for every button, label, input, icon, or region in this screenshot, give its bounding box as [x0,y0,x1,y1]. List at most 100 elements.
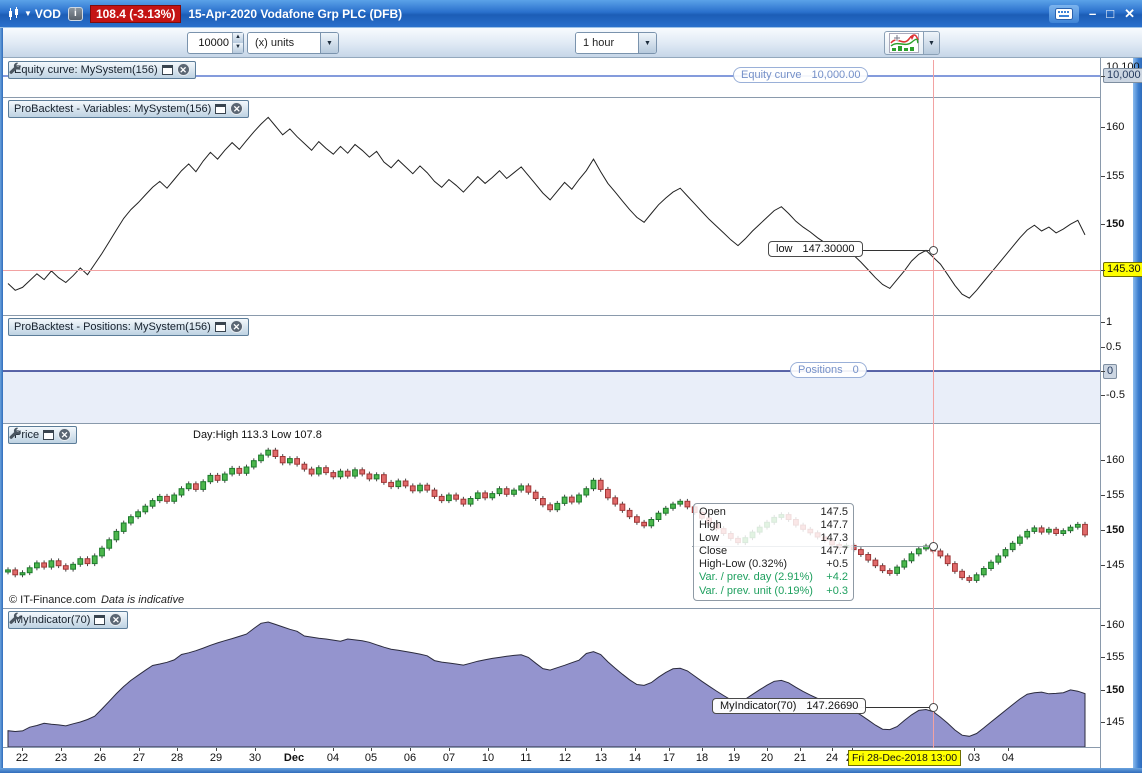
x-axis-label: 04 [1001,752,1015,764]
indicator-panel-title: MyIndicator(70) [14,613,91,626]
axis-tick [1008,748,1009,751]
close-button[interactable]: ✕ [1124,6,1135,21]
my-indicator-panel[interactable]: MyIndicator(70) ✕ [3,609,1100,748]
scale-tick [1101,625,1105,626]
close-icon[interactable]: ✕ [58,428,72,441]
axis-tick [526,748,527,751]
x-axis-label: 22 [15,752,29,764]
indicator-panel-tab[interactable]: MyIndicator(70) ✕ [8,611,129,629]
axis-tick [702,748,703,751]
equity-panel-tab[interactable]: Equity curve: MySystem(156) ✕ [8,61,196,79]
scale-tick [1101,460,1105,461]
scale-tick [1101,565,1105,566]
chevron-down-icon[interactable]: ▼ [320,33,338,53]
scale-label: 150 [1106,218,1125,231]
axis-tick [974,748,975,751]
x-axis-label: 30 [248,752,262,764]
x-axis-label: 12 [558,752,572,764]
detach-window-icon[interactable] [161,64,173,75]
timeframe-dropdown[interactable]: 1 hour ▼ [575,32,657,54]
variables-line-chart[interactable] [3,98,1100,315]
axis-tick [333,748,334,751]
scale-tick [1101,346,1105,348]
ohlc-row: High 147.7 [699,519,848,532]
units-dropdown[interactable]: (x) units ▼ [247,32,339,54]
right-scrollbar-strip[interactable] [1133,58,1142,768]
close-icon[interactable]: ✕ [176,63,190,76]
detach-window-icon[interactable] [215,103,227,114]
title-bar[interactable]: ▼ VOD i 108.4 (-3.13%) 15-Apr-2020 Vodaf… [0,0,1142,28]
ohlc-row: Var. / prev. day (2.91%) +4.2 [699,571,848,584]
chevron-down-icon: ▼ [24,9,32,18]
variables-panel-tab[interactable]: ProBacktest - Variables: MySystem(156) ✕ [8,100,250,118]
scale-label: 145 [1106,559,1125,571]
axis-tick [852,748,853,751]
x-axis-label: 10 [481,752,495,764]
candlestick-icon [9,6,18,20]
axis-tick [255,748,256,751]
minimize-button[interactable]: – [1089,6,1097,21]
detach-window-icon[interactable] [214,321,226,332]
spin-up-button[interactable]: ▲ [233,33,243,43]
instrument-selector[interactable]: ▼ VOD [7,6,61,21]
detach-window-icon[interactable] [43,429,55,440]
axis-tick [61,748,62,751]
chevron-down-icon[interactable]: ▼ [923,32,939,54]
quantity-stepper[interactable]: 10000 ▲ ▼ [187,32,244,54]
scale-label: 155 [1106,651,1125,664]
x-axis-label: 19 [727,752,741,764]
equity-curve-panel[interactable]: Equity curve: MySystem(156) ✕ [3,60,1100,98]
scale-label: 150 [1106,683,1125,696]
symbol-label: VOD [34,6,61,21]
positions-panel-tab[interactable]: ProBacktest - Positions: MySystem(156) ✕ [8,318,249,336]
keyboard-button[interactable] [1049,4,1079,23]
scale-label: 155 [1106,169,1125,182]
positions-chart[interactable] [3,316,1100,423]
close-icon[interactable]: ✕ [229,320,243,333]
x-axis-label: 23 [54,752,68,764]
crosshair-value-box: 145.30 [1103,262,1142,277]
spin-down-button[interactable]: ▼ [233,43,243,53]
x-axis-label: 07 [442,752,456,764]
axis-tick [565,748,566,751]
crosshair-vertical [933,60,934,748]
chevron-down-icon[interactable]: ▼ [638,33,656,53]
quantity-value[interactable]: 10000 [198,37,229,49]
axis-tick [767,748,768,751]
time-axis[interactable]: Fri 28-Dec-2018 13:00 22 23 26 27 28 29 30 Dec 0… [3,748,1100,768]
wrench-icon[interactable] [9,427,21,439]
x-axis-label: 06 [403,752,417,764]
keyboard-icon [1055,7,1073,20]
price-change-badge: 108.4 (-3.13%) [89,4,182,23]
x-axis-label: 27 [132,752,146,764]
equity-value-box: 10,000 [1103,68,1142,83]
detach-window-icon[interactable] [94,614,106,625]
backtest-variables-panel[interactable]: ProBacktest - Variables: MySystem(156) ✕ [3,98,1100,316]
tooltip-connector-line [857,250,931,251]
close-icon[interactable]: ✕ [109,613,123,626]
ohlc-row: Low 147.3 [699,532,848,545]
price-scale[interactable]: 10.100 10,000 145.30 0 160 155 150 1 0.5 -0.5… [1100,58,1142,768]
chart-style-icon [889,33,919,53]
ohlc-row: Close 147.7 [699,545,848,558]
wrench-icon[interactable] [9,612,21,624]
chart-style-button[interactable]: ▼ [884,31,940,55]
info-icon[interactable]: i [67,6,83,21]
scale-tick [1101,722,1105,724]
x-axis-label: 05 [364,752,378,764]
maximize-button[interactable]: □ [1106,6,1115,21]
indicator-area-chart[interactable] [3,609,1100,747]
close-icon[interactable]: ✕ [230,102,244,115]
backtest-positions-panel[interactable]: ProBacktest - Positions: MySystem(156) ✕ [3,316,1100,424]
axis-tick [734,748,735,751]
wrench-icon[interactable] [9,62,21,74]
price-panel-tab[interactable]: Price ✕ [8,426,78,444]
window-left-border [0,28,3,773]
price-candlestick-chart[interactable] [3,424,1100,608]
axis-tick [669,748,670,751]
scale-label: 0.5 [1106,340,1122,353]
cursor-point-marker [928,245,938,255]
window-bottom-border [0,768,1142,773]
price-panel[interactable]: Price ✕ Day:High 113.3 Low 107.8 © IT-Fi… [3,424,1100,609]
scale-label: 160 [1106,454,1125,466]
